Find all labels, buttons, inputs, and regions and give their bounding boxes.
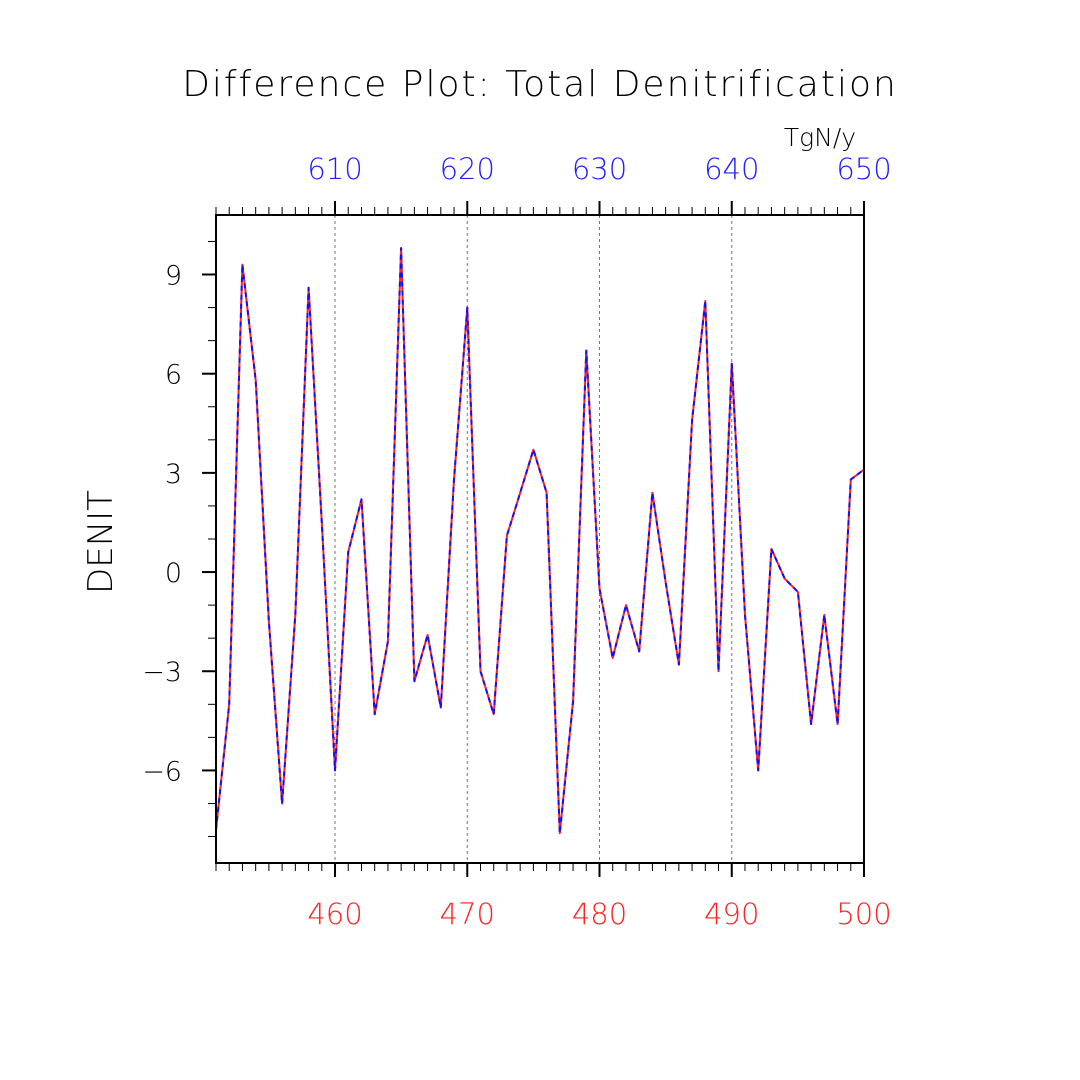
series-layer [215,247,865,835]
chart-title: Difference Plot: Total Denitrification [182,64,898,105]
y-tick-label: 3 [165,459,182,490]
units-label: TgN/y [784,123,856,152]
x-bottom-tick-label: 470 [440,897,495,931]
y-tick-label: −6 [142,756,182,787]
y-axis-label: DENIT [81,490,121,594]
x-bottom-tick-label: 460 [307,897,362,931]
y-tick-label: 6 [165,360,182,391]
x-top-tick-label: 620 [440,152,495,186]
plot-frame [215,214,865,864]
x-top-tick-label: 650 [836,152,891,186]
grid-lines [334,215,733,863]
axis-ticks [202,201,865,877]
y-tick-label: 9 [165,261,182,292]
series-line-2 [215,247,865,835]
y-tick-label: 0 [165,558,182,589]
y-tick-labels: 9 6 3 0 −3 −6 [142,261,182,788]
x-bottom-tick-label: 480 [572,897,627,931]
x-top-tick-label: 630 [572,152,627,186]
x-bottom-tick-label: 500 [836,897,891,931]
x-bottom-tick-labels: 460 470 480 490 500 [307,897,891,931]
series-line-1 [215,247,865,835]
x-bottom-tick-label: 490 [704,897,759,931]
x-top-tick-label: 640 [704,152,759,186]
x-top-tick-labels: 610 620 630 640 650 [307,152,891,186]
y-tick-label: −3 [142,657,182,688]
x-top-tick-label: 610 [307,152,362,186]
